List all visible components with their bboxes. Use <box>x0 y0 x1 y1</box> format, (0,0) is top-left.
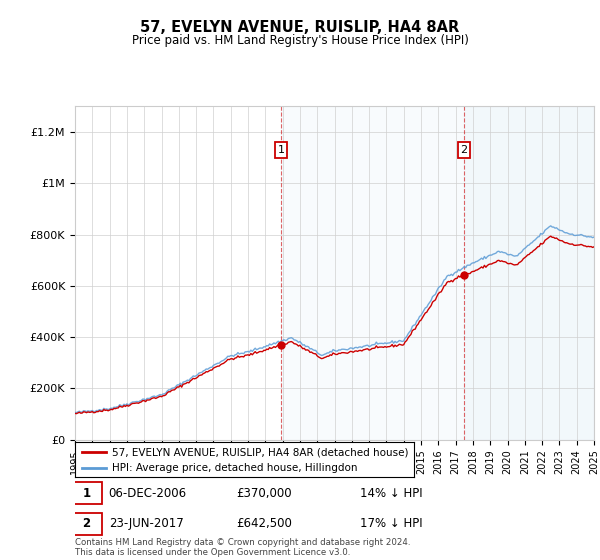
Text: 06-DEC-2006: 06-DEC-2006 <box>109 487 187 500</box>
Text: 57, EVELYN AVENUE, RUISLIP, HA4 8AR: 57, EVELYN AVENUE, RUISLIP, HA4 8AR <box>140 20 460 35</box>
Bar <box>281 106 594 440</box>
Text: 1: 1 <box>278 145 285 155</box>
Text: 17% ↓ HPI: 17% ↓ HPI <box>360 517 423 530</box>
Text: 2: 2 <box>460 145 467 155</box>
Text: Price paid vs. HM Land Registry's House Price Index (HPI): Price paid vs. HM Land Registry's House … <box>131 34 469 46</box>
Text: 23-JUN-2017: 23-JUN-2017 <box>109 517 184 530</box>
Text: £642,500: £642,500 <box>236 517 292 530</box>
FancyBboxPatch shape <box>70 512 103 535</box>
Text: HPI: Average price, detached house, Hillingdon: HPI: Average price, detached house, Hill… <box>112 464 358 473</box>
Text: 2: 2 <box>82 517 91 530</box>
Text: Contains HM Land Registry data © Crown copyright and database right 2024.
This d: Contains HM Land Registry data © Crown c… <box>75 538 410 557</box>
FancyBboxPatch shape <box>70 482 103 505</box>
Text: 1: 1 <box>82 487 91 500</box>
Bar <box>464 106 594 440</box>
Text: 14% ↓ HPI: 14% ↓ HPI <box>360 487 423 500</box>
Text: 57, EVELYN AVENUE, RUISLIP, HA4 8AR (detached house): 57, EVELYN AVENUE, RUISLIP, HA4 8AR (det… <box>112 447 409 457</box>
Text: £370,000: £370,000 <box>236 487 292 500</box>
